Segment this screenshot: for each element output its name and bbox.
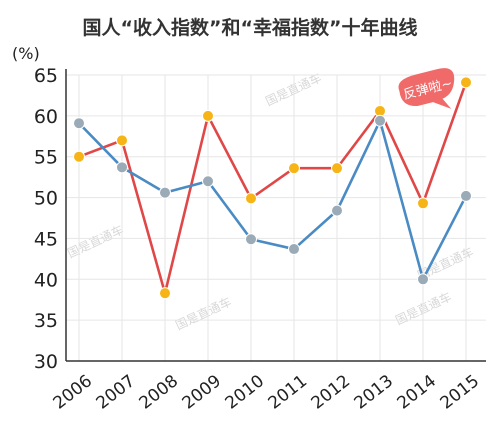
y-tick-label: 30 <box>34 351 58 373</box>
axes <box>65 69 486 362</box>
series-2-point <box>288 243 300 256</box>
x-tick-label: 2006 <box>50 371 96 413</box>
x-tick-label: 2011 <box>265 371 311 413</box>
rebound-callout: 反弹啦~ <box>398 68 455 109</box>
x-tick-label: 2013 <box>351 371 397 413</box>
y-tick-label: 60 <box>34 106 58 128</box>
series-2-point <box>245 233 257 246</box>
series-1-point <box>116 134 128 147</box>
callout-bubble-shape <box>398 68 455 109</box>
y-axis-ticks: 30 35 40 45 50 55 60 65 <box>34 65 58 373</box>
series-1-point <box>73 150 85 163</box>
x-tick-label: 2010 <box>222 371 268 413</box>
series-2-point <box>202 175 214 188</box>
series-2-point <box>159 186 171 199</box>
watermark-text: 国是直通车 <box>173 294 234 333</box>
y-tick-label: 55 <box>34 147 58 169</box>
series-1-point <box>159 287 171 300</box>
series-1-point <box>245 192 257 205</box>
x-tick-label: 2015 <box>437 371 483 413</box>
series-2-point <box>116 161 128 174</box>
watermark-text: 国是直通车 <box>65 222 126 261</box>
series-1-point <box>417 197 429 210</box>
series-1-line <box>78 81 468 295</box>
y-tick-label: 45 <box>34 228 58 250</box>
series-2-point <box>460 189 472 202</box>
series-2-point <box>73 117 85 130</box>
series-2-point <box>331 204 343 217</box>
y-tick-label: 50 <box>34 188 58 210</box>
y-tick-label: 40 <box>34 269 58 291</box>
x-tick-label: 2012 <box>308 371 354 413</box>
x-tick-label: 2008 <box>136 371 182 413</box>
series-1-point <box>331 162 343 175</box>
x-tick-label: 2014 <box>394 371 440 413</box>
x-tick-label: 2009 <box>179 371 225 413</box>
series-2-point <box>374 114 386 127</box>
series-1-point <box>288 162 300 175</box>
series-1-point <box>202 109 214 122</box>
series-1-point <box>460 76 472 89</box>
series-2-line <box>78 119 468 281</box>
series-points <box>73 76 472 300</box>
x-tick-label: 2007 <box>93 371 139 413</box>
watermark-text: 国是直通车 <box>263 70 324 109</box>
series-lines <box>78 81 468 295</box>
y-axis-unit-label: (%) <box>12 44 40 63</box>
series-2-point <box>417 273 429 286</box>
y-tick-label: 65 <box>34 65 58 87</box>
gridlines <box>66 74 486 362</box>
y-tick-label: 35 <box>34 310 58 332</box>
chart-title: 国人“收入指数”和“幸福指数”十年曲线 <box>83 16 418 39</box>
